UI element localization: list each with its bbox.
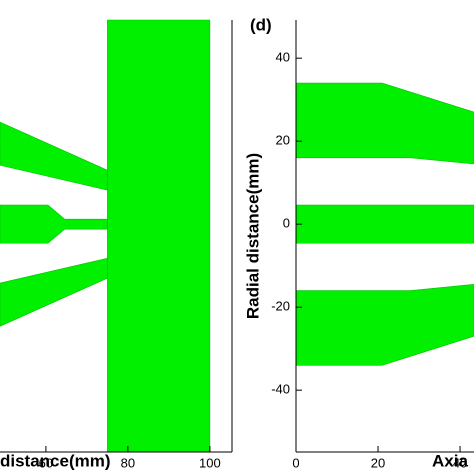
x-tick-label: 100 xyxy=(199,455,221,470)
mesh-region xyxy=(0,121,108,191)
mesh-region xyxy=(295,82,474,165)
mesh-region xyxy=(0,204,108,244)
mesh-region xyxy=(0,257,108,327)
x-axis-label: Axia xyxy=(432,451,468,470)
x-axis-label: distance(mm) xyxy=(0,451,111,470)
y-tick-label: -20 xyxy=(271,299,290,314)
y-tick-label: 0 xyxy=(283,216,290,231)
mesh-region xyxy=(295,204,474,244)
y-tick-label: 40 xyxy=(276,50,290,65)
x-tick-label: 40 xyxy=(453,455,467,470)
mesh-region xyxy=(107,19,211,453)
mesh-region xyxy=(295,284,474,366)
x-tick-label: 0 xyxy=(292,455,299,470)
x-tick-label: 80 xyxy=(121,455,135,470)
x-tick-label: 20 xyxy=(371,455,385,470)
panel-label: (d) xyxy=(250,15,272,34)
y-tick-label: -40 xyxy=(271,382,290,397)
y-axis-label: Radial distance(mm) xyxy=(243,153,262,319)
y-tick-label: 20 xyxy=(276,133,290,148)
x-tick-label: 60 xyxy=(39,455,53,470)
